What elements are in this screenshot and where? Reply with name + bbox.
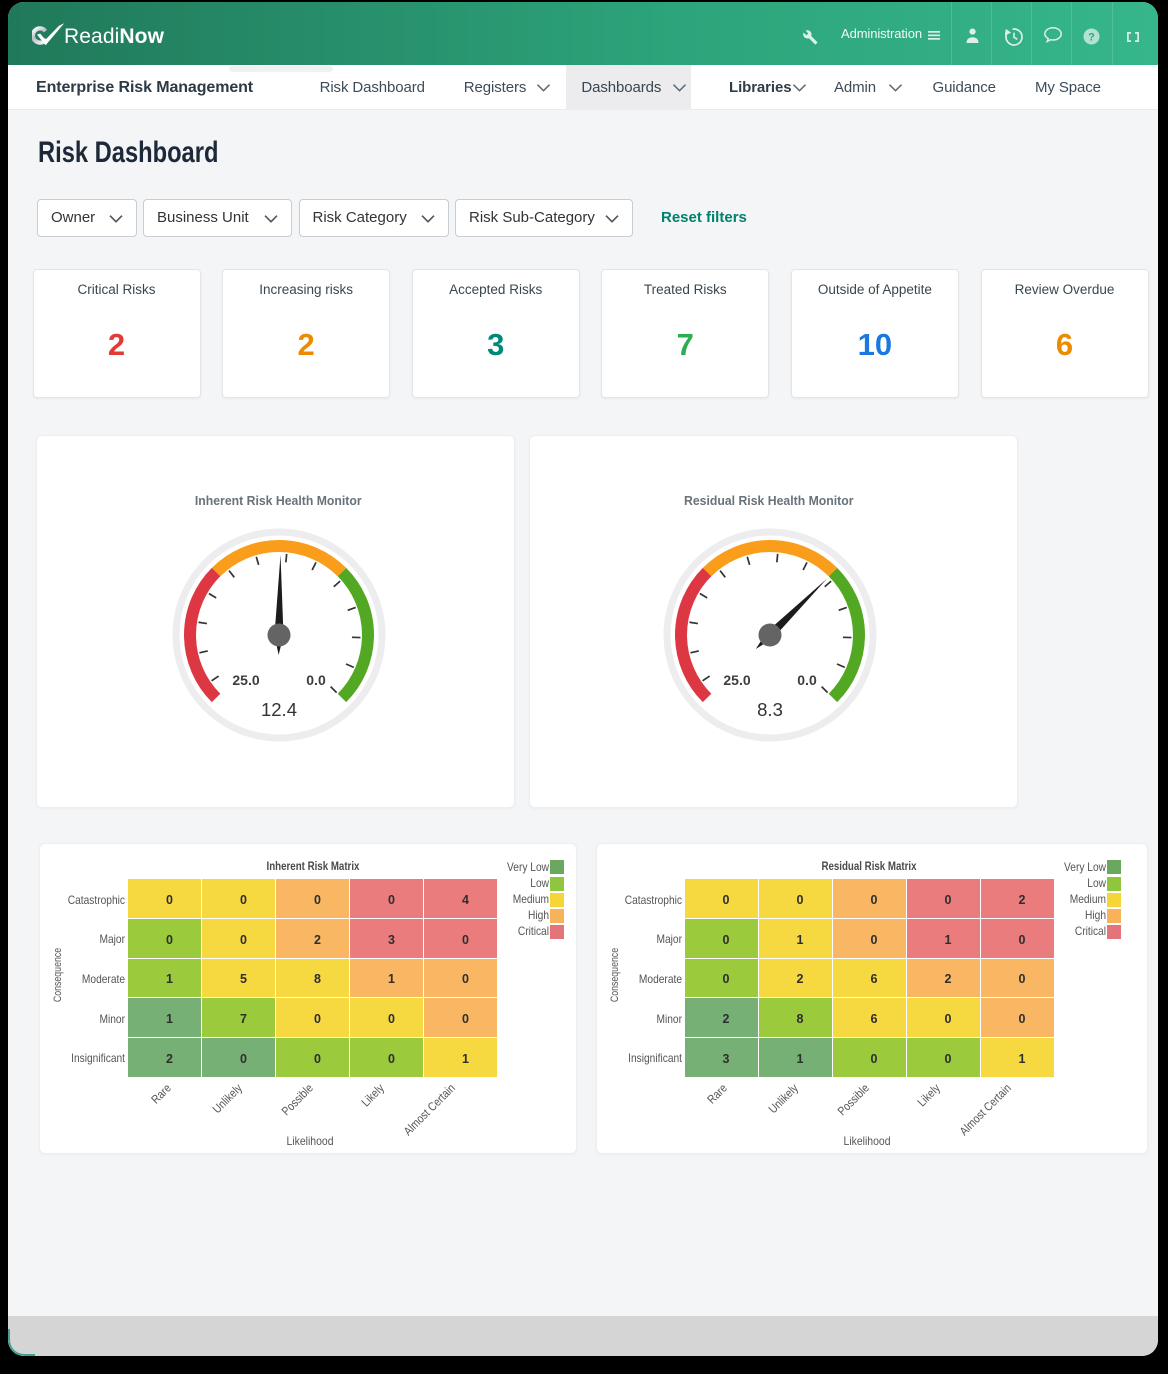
svg-text:?: ? (1088, 31, 1095, 43)
svg-text:0.0: 0.0 (306, 672, 326, 688)
svg-text:0.0: 0.0 (797, 672, 817, 688)
svg-text:8.3: 8.3 (757, 699, 783, 720)
svg-text:12.4: 12.4 (261, 699, 297, 720)
svg-text:25.0: 25.0 (232, 672, 259, 688)
svg-text:25.0: 25.0 (723, 672, 750, 688)
